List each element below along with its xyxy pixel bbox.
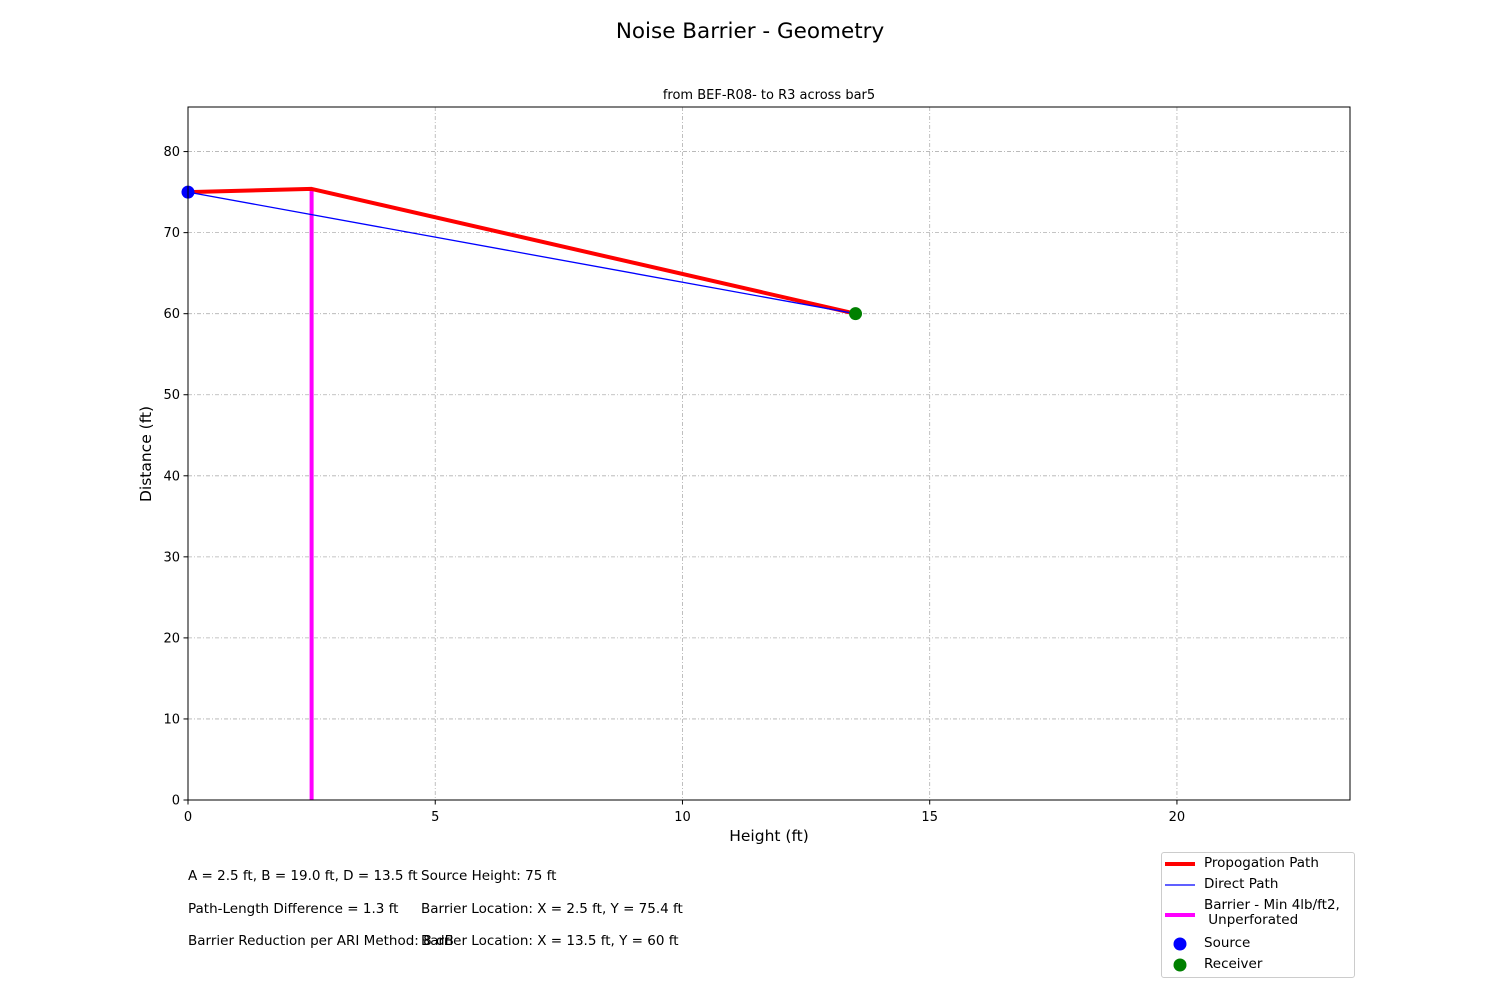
x-tick-label: 20 (1169, 810, 1186, 825)
legend-label-barrier: Barrier - Min 4lb/ft2, Unperforated (1204, 897, 1340, 928)
figure-title: Noise Barrier - Geometry (616, 19, 885, 44)
legend-swatches (1165, 862, 1195, 972)
series-line-1 (187, 191, 856, 315)
annotation-source-height: Source Height: 75 ft (421, 868, 557, 884)
annotation-receiver-location: Barrier Location: X = 13.5 ft, Y = 60 ft (421, 933, 679, 949)
plot-frame (187, 106, 1351, 801)
y-axis-label: Distance (ft) (137, 406, 155, 502)
series-point-4 (849, 307, 863, 321)
x-tick-label: 0 (184, 810, 192, 825)
x-tick-label: 10 (674, 810, 691, 825)
series-line-0 (187, 186, 856, 316)
y-tick-label: 80 (163, 145, 180, 160)
y-tick-label: 50 (163, 388, 180, 403)
y-tick-label: 20 (163, 631, 180, 646)
legend-label-propagation-path: Propogation Path (1204, 855, 1319, 871)
chart-subtitle: from BEF-R08- to R3 across bar5 (663, 88, 875, 103)
annotation-path-difference: Path-Length Difference = 1.3 ft (188, 901, 399, 917)
legend: Propogation Path Direct Path Barrier - M… (1161, 852, 1355, 978)
legend-label-direct-path: Direct Path (1204, 876, 1279, 892)
annotation-barrier-reduction: Barrier Reduction per ARI Method: 8 dB (188, 933, 454, 949)
y-tick-label: 10 (163, 712, 180, 727)
y-tick-label: 30 (163, 550, 180, 565)
y-tick-label: 40 (163, 469, 180, 484)
legend-swatch-source (1173, 937, 1187, 951)
y-tick-label: 70 (163, 226, 180, 241)
legend-label-source: Source (1204, 935, 1251, 951)
y-tick-label: 60 (163, 307, 180, 322)
x-axis-label: Height (ft) (729, 827, 809, 845)
annotation-dimensions: A = 2.5 ft, B = 19.0 ft, D = 13.5 ft (188, 868, 418, 884)
grid (187, 107, 1350, 801)
y-tick-label: 0 (172, 794, 180, 809)
annotation-barrier-location: Barrier Location: X = 2.5 ft, Y = 75.4 f… (421, 901, 683, 917)
x-tick-label: 15 (921, 810, 938, 825)
plot-series (181, 185, 863, 800)
legend-swatch-receiver (1173, 958, 1187, 972)
legend-label-receiver: Receiver (1204, 956, 1263, 972)
axis-ticks: 0 5 10 15 20 0 10 20 30 40 50 60 70 80 (163, 145, 1185, 825)
x-tick-label: 5 (431, 810, 439, 825)
